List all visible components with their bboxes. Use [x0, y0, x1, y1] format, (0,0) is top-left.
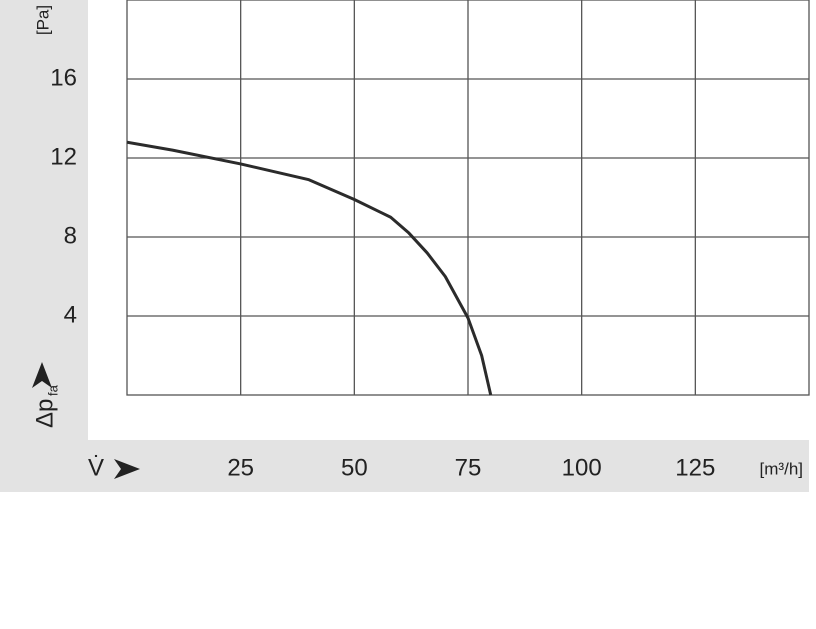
- x-unit: [m³/h]: [760, 459, 803, 478]
- y-label-sub: fa: [45, 384, 60, 396]
- y-arrow: [32, 362, 52, 388]
- x-tick-label: 75: [455, 454, 482, 481]
- y-axis-band: [0, 0, 88, 492]
- x-arrow: [114, 459, 140, 479]
- y-tick-label: 16: [50, 64, 77, 91]
- y-tick-label: 8: [64, 222, 77, 249]
- y-label: Δp: [31, 399, 58, 428]
- x-tick-label: 25: [227, 454, 254, 481]
- x-tick-label: 50: [341, 454, 368, 481]
- y-tick-label: 12: [50, 143, 77, 170]
- y-unit: [Pa]: [33, 5, 52, 35]
- y-tick-label: 4: [64, 301, 77, 328]
- curve: [126, 140, 493, 396]
- x-tick-label: 100: [562, 454, 602, 481]
- x-label: V̇: [88, 454, 104, 482]
- x-tick-label: 125: [675, 454, 715, 481]
- x-axis-band: [0, 440, 809, 492]
